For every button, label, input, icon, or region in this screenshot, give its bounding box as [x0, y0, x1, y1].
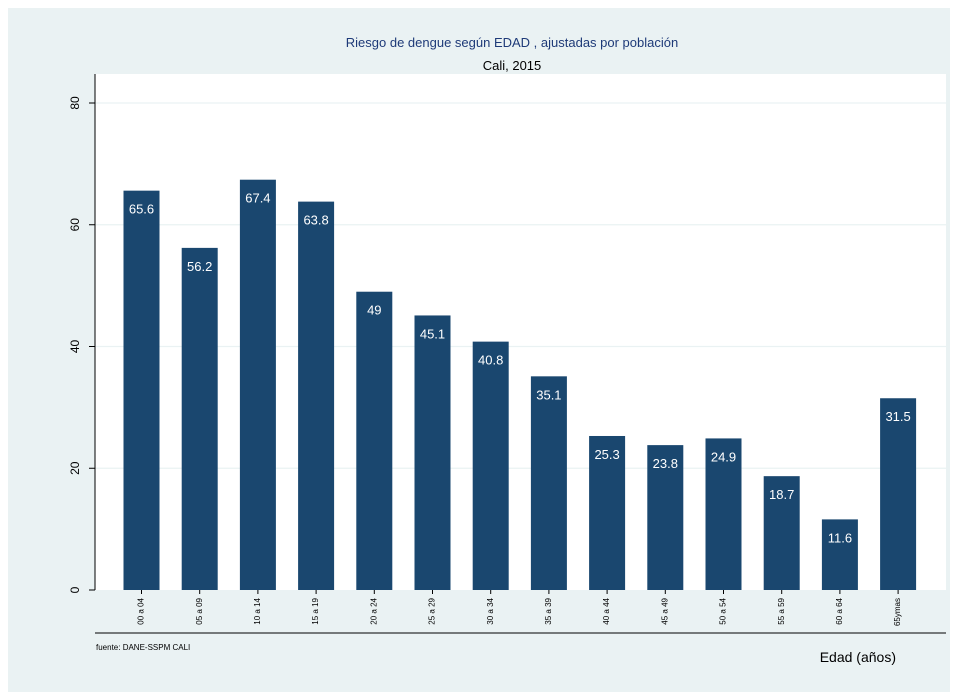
source-note: fuente: DANE-SSPM CALI: [96, 643, 190, 652]
bar-value-label: 65.6: [129, 202, 154, 217]
x-tick-label: 35 a 39: [544, 597, 553, 624]
bar: [414, 315, 451, 590]
x-tick-label: 55 a 59: [777, 597, 786, 624]
bar: [763, 476, 800, 590]
bar-value-label: 49: [367, 303, 381, 318]
bar-value-label: 67.4: [245, 191, 270, 206]
bar: [705, 438, 742, 590]
x-tick-label: 60 a 64: [835, 597, 844, 624]
y-tick-label: 80: [68, 96, 82, 110]
bar-value-label: 35.1: [536, 387, 561, 402]
x-tick-label: 45 a 49: [660, 597, 669, 624]
bar: [123, 190, 160, 590]
bar: [298, 201, 335, 590]
x-tick-label: 15 a 19: [311, 597, 320, 624]
y-axis-ticks: 0 20 40 60 80: [68, 96, 95, 593]
bar: [472, 341, 509, 590]
y-tick-label: 60: [68, 218, 82, 232]
y-tick-label: 40: [68, 340, 82, 354]
x-tick-label: 10 a 14: [253, 597, 262, 624]
x-tick-label: 40 a 44: [602, 597, 611, 624]
bar: [821, 519, 858, 590]
bar: [356, 291, 393, 590]
x-tick-label: 25 a 29: [428, 597, 437, 624]
data-labels: 65.6 56.2 67.4 63.8 49 45.1 40.8 35.1 25.3 23.8 24…: [129, 191, 911, 546]
x-tick-label: 65ymas: [893, 598, 902, 626]
bar-value-label: 45.1: [420, 326, 445, 341]
bar-value-label: 24.9: [711, 449, 736, 464]
y-tick-label: 20: [68, 461, 82, 475]
bar: [880, 398, 917, 590]
bar-value-label: 31.5: [885, 409, 910, 424]
plot-area: [95, 74, 946, 590]
x-tick-label: 20 a 24: [369, 597, 378, 624]
bar-value-label: 23.8: [653, 456, 678, 471]
bar-value-label: 40.8: [478, 353, 503, 368]
chart-title: Riesgo de dengue según EDAD , ajustadas …: [346, 35, 678, 50]
bar: [530, 376, 567, 590]
bar: [589, 435, 626, 590]
bar-value-label: 63.8: [303, 213, 328, 228]
x-axis-ticks: 00 a 04 05 a 09 10 a 14 15 a 19 20 a 24 25 a …: [137, 590, 902, 626]
bar-value-label: 18.7: [769, 487, 794, 502]
x-tick-label: 05 a 09: [195, 597, 204, 624]
chart-subtitle: Cali, 2015: [483, 58, 542, 73]
gridlines: [95, 102, 946, 469]
bar: [239, 179, 276, 590]
y-tick-label: 0: [68, 586, 82, 593]
x-tick-label: 00 a 04: [137, 597, 146, 624]
bar: [647, 445, 684, 590]
bar-value-label: 56.2: [187, 259, 212, 274]
x-tick-label: 30 a 34: [486, 597, 495, 624]
bars: [123, 179, 917, 590]
bar-value-label: 25.3: [594, 447, 619, 462]
x-axis-title: Edad (años): [820, 649, 896, 665]
x-tick-label: 50 a 54: [719, 597, 728, 624]
bar: [181, 247, 218, 590]
bar-value-label: 11.6: [828, 530, 852, 545]
